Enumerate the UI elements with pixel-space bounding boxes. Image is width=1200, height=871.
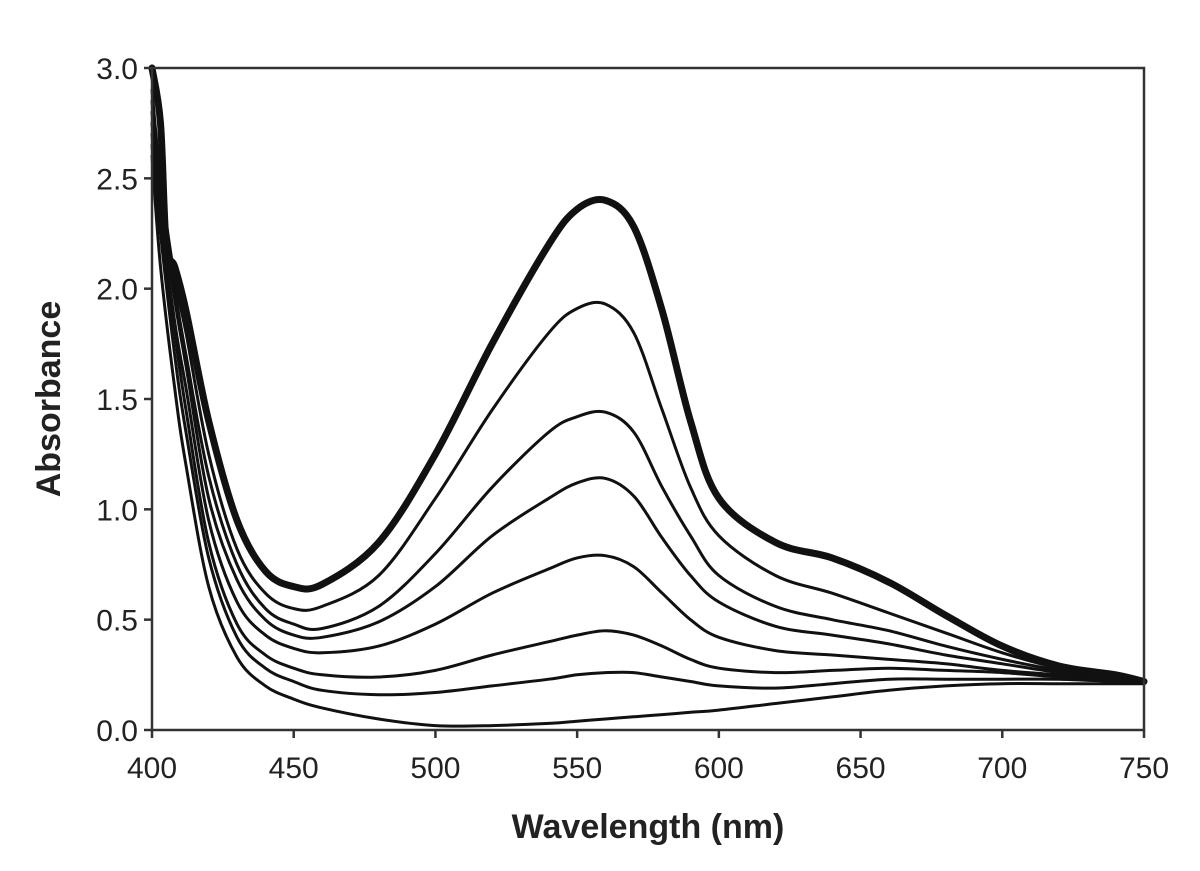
x-axis-title: Wavelength (nm) bbox=[512, 808, 785, 846]
x-tick-label: 700 bbox=[977, 752, 1027, 785]
x-tick-label: 600 bbox=[694, 752, 744, 785]
x-tick-label: 550 bbox=[552, 752, 602, 785]
spectrum-line-6 bbox=[150, 132, 1146, 683]
y-tick-label: 3.0 bbox=[96, 53, 138, 86]
spectrum-line-8 bbox=[150, 154, 1146, 728]
x-tick-label: 400 bbox=[127, 752, 177, 785]
y-tick-label: 2.5 bbox=[96, 163, 138, 196]
y-tick-label: 1.0 bbox=[96, 494, 138, 527]
spectrum-line-2 bbox=[150, 88, 1146, 683]
x-axis: 400 450 500 550 600 650 700 750 bbox=[127, 730, 1169, 785]
plot-frame bbox=[150, 66, 1146, 732]
spectrum-line-4 bbox=[150, 110, 1146, 683]
x-tick-label: 500 bbox=[410, 752, 460, 785]
series-layer bbox=[148, 64, 1148, 728]
y-tick-label: 2.0 bbox=[96, 274, 138, 307]
spectrum-line-3 bbox=[150, 99, 1146, 683]
x-tick-label: 750 bbox=[1119, 752, 1169, 785]
spectrum-line-7 bbox=[150, 143, 1146, 697]
spectrum-line-1 bbox=[148, 64, 1148, 685]
y-tick-label: 0.0 bbox=[96, 715, 138, 748]
y-tick-label: 0.5 bbox=[96, 605, 138, 638]
spectrum-line-5 bbox=[150, 121, 1146, 683]
x-tick-label: 650 bbox=[836, 752, 886, 785]
x-tick-label: 450 bbox=[269, 752, 319, 785]
y-tick-label: 1.5 bbox=[96, 384, 138, 417]
y-axis: 0.0 0.5 1.0 1.5 2.0 2.5 3.0 bbox=[96, 53, 152, 748]
y-axis-title: Absorbance bbox=[30, 301, 68, 498]
